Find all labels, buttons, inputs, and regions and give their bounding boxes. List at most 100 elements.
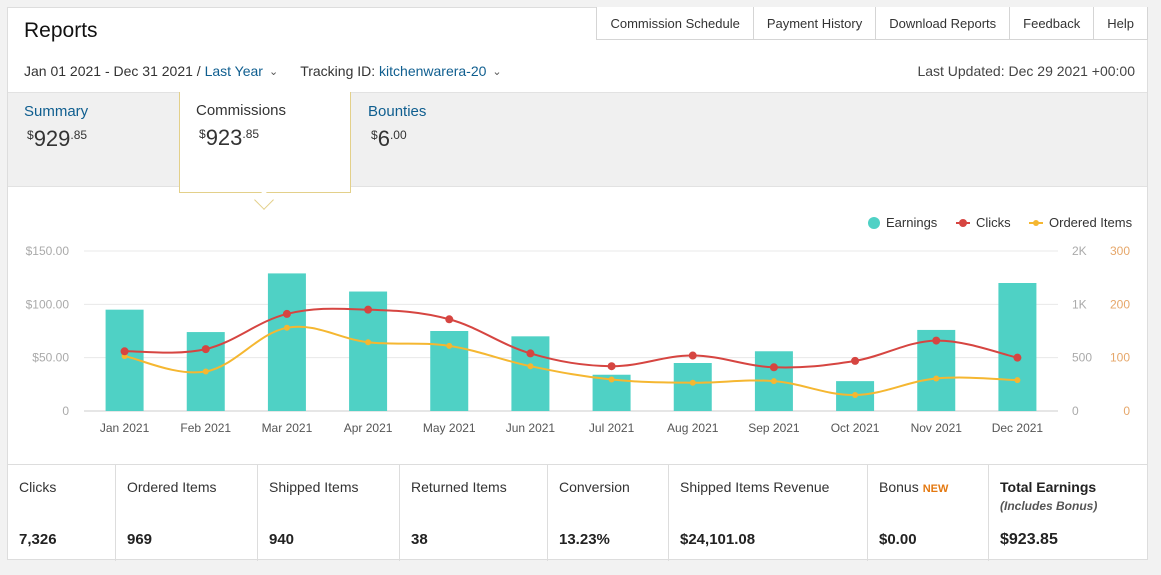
earnings-bar xyxy=(267,273,306,411)
ordered-items-point xyxy=(933,375,940,382)
stat-label: Clicks xyxy=(19,479,57,495)
stat-total-earnings: Total Earnings (Includes Bonus) $923.85 xyxy=(988,465,1147,561)
ordered-items-point xyxy=(852,392,859,398)
tab-amount: $923.85 xyxy=(199,125,260,150)
y-right-clicks-tick-label: 1K xyxy=(1072,297,1087,311)
ordered-items-point xyxy=(446,342,453,349)
stat-label: Total Earnings xyxy=(1000,479,1097,495)
x-tick-label: Dec 2021 xyxy=(992,421,1044,435)
clicks-line xyxy=(124,307,1018,369)
y-right-items-tick-label: 200 xyxy=(1110,297,1130,311)
filter-row: Jan 01 2021 - Dec 31 2021 / Last Year ⌄ T… xyxy=(24,63,502,79)
clicks-point xyxy=(120,347,129,356)
clicks-point xyxy=(1013,353,1022,362)
summary-tabs: Summary $929.85 Commissions $923.85 Boun… xyxy=(8,92,1147,193)
x-tick-label: Jan 2021 xyxy=(100,421,150,435)
x-tick-label: Apr 2021 xyxy=(344,421,393,435)
date-range: Jan 01 2021 - Dec 31 2021 / xyxy=(24,63,201,79)
top-nav: Commission Schedule Payment History Down… xyxy=(596,7,1148,40)
stats-bar: Clicks 7,326 Ordered Items 969 Shipped I… xyxy=(8,464,1147,561)
clicks-point xyxy=(688,351,697,360)
clicks-point xyxy=(769,363,778,372)
nav-help[interactable]: Help xyxy=(1093,7,1147,39)
y-right-clicks-tick-label: 500 xyxy=(1072,351,1092,365)
chevron-down-icon[interactable]: ⌄ xyxy=(268,65,279,78)
last-updated: Last Updated: Dec 29 2021 +00:00 xyxy=(917,63,1135,79)
tab-bounties[interactable]: Bounties $6.00 xyxy=(352,93,522,188)
stat-label: Returned Items xyxy=(411,479,507,495)
ordered-items-line xyxy=(124,325,1018,397)
clicks-point xyxy=(932,336,941,345)
x-tick-label: Mar 2021 xyxy=(262,421,313,435)
stat-conversion: Conversion 13.23% xyxy=(547,465,668,561)
tab-commissions[interactable]: Commissions $923.85 xyxy=(179,92,351,193)
nav-download-reports[interactable]: Download Reports xyxy=(875,7,1009,39)
stat-ordered-items: Ordered Items 969 xyxy=(115,465,257,561)
x-tick-label: Jul 2021 xyxy=(589,421,635,435)
x-tick-label: Sep 2021 xyxy=(748,421,800,435)
reports-panel: Reports Commission Schedule Payment Hist… xyxy=(7,7,1148,561)
ordered-items-point xyxy=(608,376,615,383)
legend-label: Clicks xyxy=(976,215,1011,230)
period-dropdown[interactable]: Last Year xyxy=(204,63,263,79)
x-tick-label: Oct 2021 xyxy=(831,421,880,435)
earnings-bar xyxy=(673,363,712,411)
ordered-items-point xyxy=(202,368,209,375)
stat-clicks: Clicks 7,326 xyxy=(8,465,115,561)
stat-value: 13.23% xyxy=(559,531,610,548)
stat-value: $24,101.08 xyxy=(680,531,756,548)
tab-amount: $6.00 xyxy=(371,126,407,151)
ordered-items-point xyxy=(527,363,534,370)
chevron-down-icon[interactable]: ⌄ xyxy=(492,65,502,78)
stat-value: 7,326 xyxy=(19,531,57,548)
earnings-bar xyxy=(998,283,1037,411)
legend-earnings[interactable]: Earnings xyxy=(868,215,937,230)
legend-clicks[interactable]: Clicks xyxy=(956,215,1011,230)
y-left-tick-label: $50.00 xyxy=(32,351,69,365)
tab-label: Bounties xyxy=(368,103,427,120)
stat-sublabel: (Includes Bonus) xyxy=(1000,499,1098,513)
y-left-tick-label: $100.00 xyxy=(26,297,70,311)
stat-shipped-items: Shipped Items 940 xyxy=(257,465,399,561)
page-title: Reports xyxy=(24,19,98,42)
tracking-id-dropdown[interactable]: kitchenwarera-20 xyxy=(379,63,487,79)
y-right-items-tick-label: 100 xyxy=(1110,351,1130,365)
clicks-point xyxy=(851,356,860,365)
x-tick-label: Feb 2021 xyxy=(180,421,231,435)
nav-commission-schedule[interactable]: Commission Schedule xyxy=(610,16,740,31)
earnings-bar xyxy=(511,336,550,411)
tab-label: Summary xyxy=(24,103,89,120)
legend-swatch xyxy=(1029,219,1043,226)
y-left-tick-label: $150.00 xyxy=(26,244,70,258)
legend-label: Ordered Items xyxy=(1049,215,1133,230)
legend-swatch xyxy=(868,216,880,229)
tab-amount: $929.85 xyxy=(27,126,88,151)
nav-payment-history[interactable]: Payment History xyxy=(752,7,875,39)
legend-label: Earnings xyxy=(886,215,938,230)
stat-value: 38 xyxy=(411,531,428,548)
x-tick-label: Nov 2021 xyxy=(911,421,963,435)
legend-ordered-items[interactable]: Ordered Items xyxy=(1029,215,1132,230)
clicks-point xyxy=(282,309,291,318)
y-right-items-tick-label: 0 xyxy=(1123,404,1130,418)
x-tick-label: Jun 2021 xyxy=(506,421,556,435)
stat-value: $0.00 xyxy=(879,531,917,548)
y-left-tick-label: 0 xyxy=(62,404,69,418)
clicks-point xyxy=(201,345,210,354)
tab-summary[interactable]: Summary $929.85 xyxy=(8,93,178,188)
stat-label: Bonus NEW xyxy=(879,479,949,495)
stat-label: Conversion xyxy=(559,479,630,495)
earnings-chart: $150.00 2K 300 $100.00 1K 200 $50.00 500 100 0 0 0 J… xyxy=(26,244,1131,435)
tab-label: Commissions xyxy=(196,102,287,119)
clicks-point xyxy=(607,362,616,371)
ordered-items-point xyxy=(365,339,372,346)
x-tick-label: May 2021 xyxy=(423,421,476,435)
ordered-items-point xyxy=(689,379,696,386)
y-right-clicks-tick-label: 0 xyxy=(1072,404,1079,418)
nav-feedback[interactable]: Feedback xyxy=(1009,7,1093,39)
stat-value: 940 xyxy=(269,531,295,548)
clicks-point xyxy=(526,349,535,358)
stat-returned-items: Returned Items 38 xyxy=(399,465,547,561)
stat-label: Shipped Items Revenue xyxy=(680,479,830,495)
new-badge: NEW xyxy=(922,483,949,495)
